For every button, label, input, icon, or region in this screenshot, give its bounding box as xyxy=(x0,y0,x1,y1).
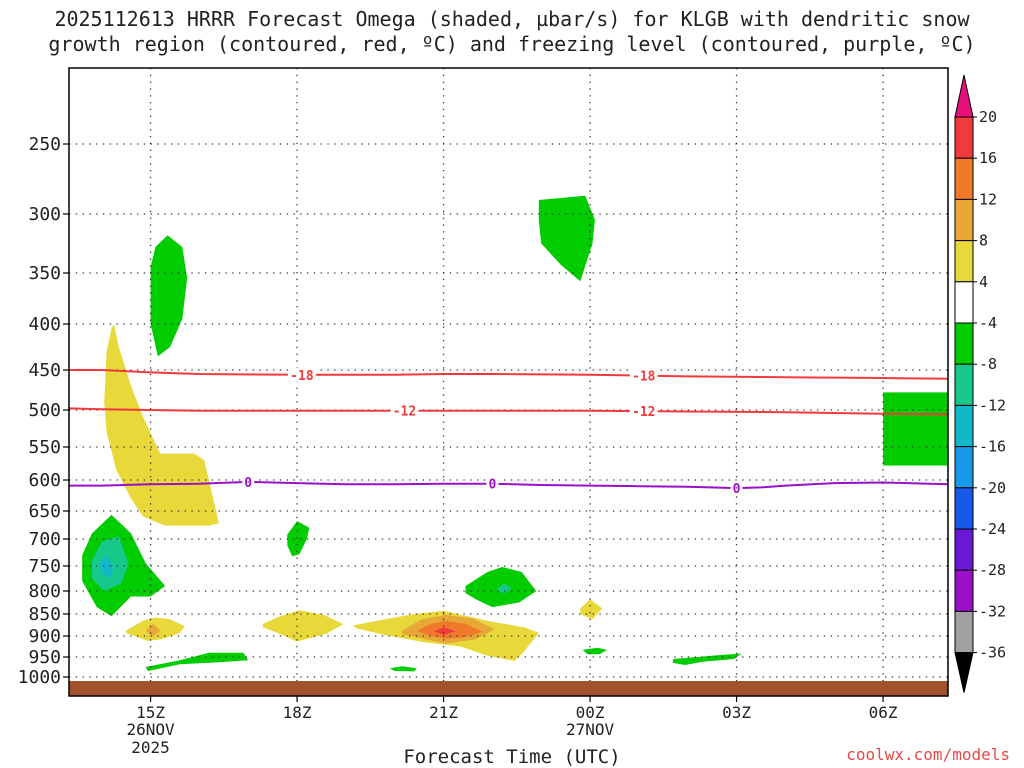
colorbar-label-12: -32 xyxy=(979,602,1006,620)
colorbar-label-9: -20 xyxy=(979,479,1006,497)
x-axis-title: Forecast Time (UTC) xyxy=(403,746,621,768)
y-tick-label-1000: 1000 xyxy=(18,667,61,688)
colorbar-swatch-2 xyxy=(954,198,974,242)
omega-neg-4-upper-00z xyxy=(538,195,595,282)
y-tick-label-950: 950 xyxy=(28,647,61,668)
y-tick-label-800: 800 xyxy=(28,581,61,602)
contour-label-bg--18-0 xyxy=(287,367,316,382)
colorbar-swatch-10 xyxy=(954,528,974,571)
x-tick-label-18Z: 18Z xyxy=(283,703,312,722)
contour-label-0-1: 0 xyxy=(488,478,496,493)
colorbar-swatch-6 xyxy=(954,363,974,406)
colorbar-swatch-5 xyxy=(954,322,974,365)
x-tick-date-15Z: 26NOV xyxy=(126,720,175,739)
credit-text: coolwx.com/models xyxy=(846,745,1010,764)
contour-label--12-1: -12 xyxy=(632,405,655,420)
contour-line--12 xyxy=(69,407,948,416)
colorbar-swatch-12 xyxy=(954,610,974,654)
y-tick-label-750: 750 xyxy=(28,556,61,577)
contour-lines-group: -18 -18 -12 -12 0 0 0 xyxy=(69,367,948,497)
contour-label--18-0: -18 xyxy=(290,369,314,384)
omega-pos-4-18z-low xyxy=(262,610,344,642)
omega-neg-4-18z-small xyxy=(287,521,310,557)
shaded-regions-group xyxy=(82,195,948,672)
contour-label-bg--12-0 xyxy=(390,403,419,418)
colorbar-label-11: -28 xyxy=(979,561,1006,579)
colorbar-swatch-9 xyxy=(954,487,974,530)
contour-label-0-2: 0 xyxy=(733,482,741,497)
contour-label-0-0: 0 xyxy=(244,476,252,491)
y-tick-label-600: 600 xyxy=(28,470,61,491)
colorbar-label-10: -24 xyxy=(979,520,1006,538)
omega-neg-4-21z-tiny xyxy=(389,666,417,672)
chart-title-line-1: 2025112613 HRRR Forecast Omega (shaded, … xyxy=(54,7,970,31)
colorbar-label-7: -12 xyxy=(979,396,1006,414)
omega-neg-12-lower-left xyxy=(99,555,114,579)
colorbar-swatch-11 xyxy=(954,569,974,612)
colorbar-label-8: -16 xyxy=(979,438,1006,456)
omega-neg-4-upper-15z xyxy=(150,235,188,357)
contour-label-bg--12-1 xyxy=(629,404,658,419)
omega-pos-4-2330z xyxy=(580,599,603,620)
x-tick-label-21Z: 21Z xyxy=(429,703,458,722)
colorbar-label-0: 20 xyxy=(979,108,997,126)
colorbar-label-6: -8 xyxy=(979,355,997,373)
colorbar-swatch-7 xyxy=(954,404,974,448)
y-tick-label-400: 400 xyxy=(28,314,61,335)
chart-title-line-2: growth region (contoured, red, ºC) and f… xyxy=(48,32,976,56)
y-tick-label-850: 850 xyxy=(28,604,61,625)
omega-neg-4-00z-tiny xyxy=(582,647,608,655)
x-tick-year-15Z: 2025 xyxy=(131,738,170,757)
contour-label-bg-0-0 xyxy=(242,474,255,489)
ground-band xyxy=(69,681,948,696)
y-tick-label-300: 300 xyxy=(28,204,61,225)
y-tick-label-250: 250 xyxy=(28,134,61,155)
contour-label--18-1: -18 xyxy=(632,370,656,385)
x-tick-label-00Z: 00Z xyxy=(576,703,605,722)
omega-neg-4-right-edge xyxy=(883,392,948,466)
contour-label-bg-0-1 xyxy=(486,476,499,491)
x-tick-label-06Z: 06Z xyxy=(869,703,898,722)
y-tick-label-450: 450 xyxy=(28,360,61,381)
colorbar-label-4: 4 xyxy=(979,273,988,291)
colorbar-label-5: -4 xyxy=(979,314,997,332)
colorbar-bottom-arrow xyxy=(954,652,974,693)
x-tick-label-03Z: 03Z xyxy=(722,703,751,722)
omega-pos-8-15z-low xyxy=(145,623,161,637)
colorbar-swatch-4 xyxy=(954,281,974,324)
colorbar-label-2: 12 xyxy=(979,190,997,208)
colorbar-label-3: 8 xyxy=(979,232,988,250)
colorbar-swatch-8 xyxy=(954,446,974,489)
y-tick-label-650: 650 xyxy=(28,501,61,522)
omega-neg-4-1530z-low xyxy=(145,652,249,671)
omega-pos-4-column xyxy=(104,324,219,526)
omega-pos-16-21z-low xyxy=(433,627,456,635)
x-tick-date-00Z: 27NOV xyxy=(566,720,615,739)
omega-neg-8-2130z xyxy=(497,583,512,594)
colorbar-label-13: -36 xyxy=(979,644,1006,662)
y-tick-label-550: 550 xyxy=(28,437,61,458)
colorbar-top-arrow xyxy=(954,74,974,118)
y-tick-label-500: 500 xyxy=(28,400,61,421)
contour-line--18 xyxy=(69,369,948,380)
contour-label-bg-0-2 xyxy=(730,481,743,496)
colorbar-swatch-0 xyxy=(954,116,974,159)
colorbar-swatch-1 xyxy=(954,157,974,200)
plot-frame xyxy=(68,67,949,697)
y-tick-label-350: 350 xyxy=(28,263,61,284)
colorbar-swatch-3 xyxy=(954,240,974,283)
omega-neg-4-03z-low xyxy=(673,653,742,665)
colorbar-label-1: 16 xyxy=(979,149,997,167)
x-tick-label-15Z: 15Z xyxy=(136,703,165,722)
contour-label-bg--18-1 xyxy=(629,368,658,383)
y-tick-label-900: 900 xyxy=(28,626,61,647)
contour-label--12-0: -12 xyxy=(393,405,416,420)
contour-line-0 xyxy=(69,480,948,490)
y-tick-label-700: 700 xyxy=(28,529,61,550)
